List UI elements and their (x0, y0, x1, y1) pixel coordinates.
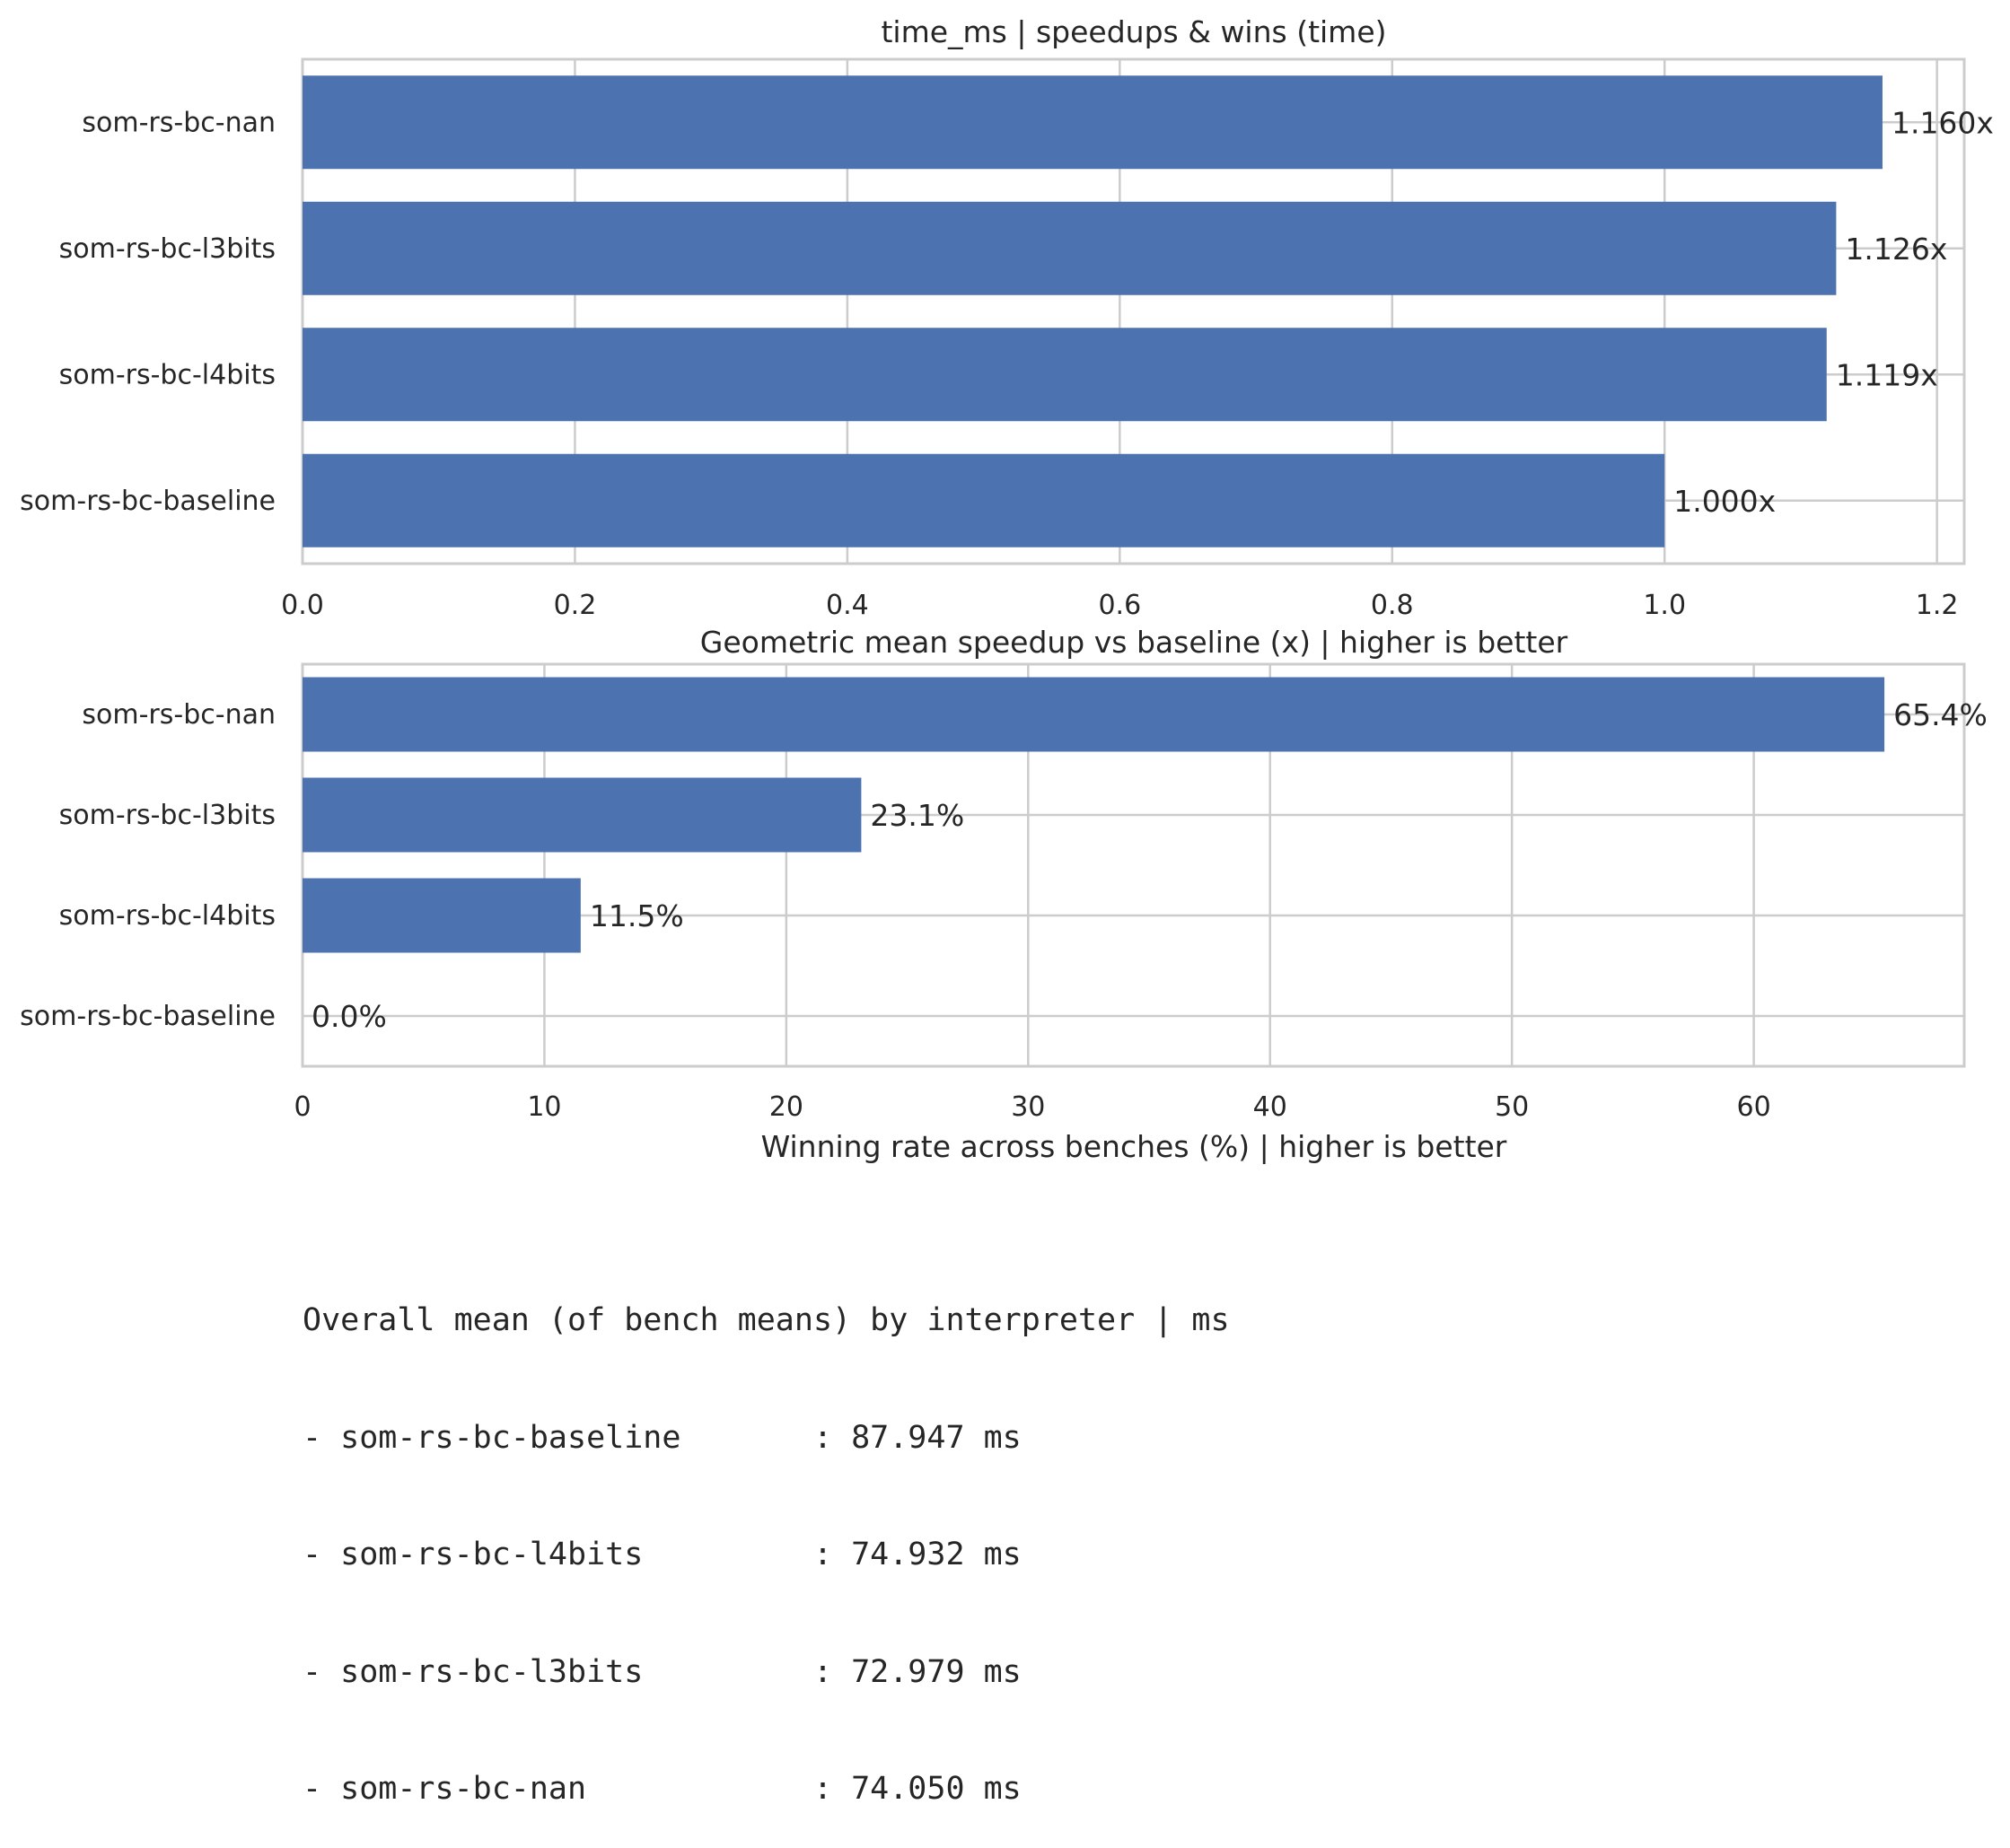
speedup-category-label: som-rs-bc-baseline (20, 486, 276, 517)
win-rate-data-label: 23.1% (870, 798, 964, 833)
speedup-xtick-label: 0.0 (281, 590, 324, 621)
speedup-chart-xlabel: Geometric mean speedup vs baseline (x) |… (700, 625, 1568, 660)
summary-line: - som-rs-bc-l4bits : 74.932 ms (303, 1537, 1022, 1572)
summary-line: - som-rs-bc-l3bits : 72.979 ms (303, 1653, 1022, 1690)
win-rate-category-label: som-rs-bc-baseline (20, 1001, 276, 1032)
speedup-xtick-label: 0.4 (826, 590, 869, 621)
win-rate-xtick-label: 50 (1495, 1091, 1529, 1123)
speedup-data-label: 1.000x (1673, 484, 1776, 519)
win-rate-chart-xlabel: Winning rate across benches (%) | higher… (761, 1129, 1507, 1164)
summary-line: - som-rs-bc-baseline : 87.947 ms (303, 1419, 1022, 1456)
speedup-bar (303, 75, 1883, 170)
speedup-data-label: 1.119x (1836, 357, 1938, 392)
win-rate-category-label: som-rs-bc-l4bits (59, 900, 276, 932)
speedup-chart-title: time_ms | speedups & wins (time) (881, 14, 1386, 49)
speedup-xtick-label: 1.0 (1643, 590, 1686, 621)
speedup-xtick-label: 0.6 (1098, 590, 1141, 621)
win-rate-xtick-label: 60 (1737, 1091, 1771, 1123)
speedup-xtick-label: 0.2 (554, 590, 597, 621)
win-rate-bar (303, 878, 581, 953)
win-rate-chart: som-rs-bc-nan som-rs-bc-l3bits som-rs-bc-l… (20, 662, 1988, 1164)
summary-line: Overall mean (of bench means) by interpr… (303, 1302, 1230, 1338)
win-rate-xtick-label: 20 (769, 1091, 803, 1123)
win-rate-data-label: 11.5% (590, 898, 684, 933)
speedup-chart: time_ms | speedups & wins (time) som-rs-… (20, 14, 1994, 660)
summary-line: - som-rs-bc-nan : 74.050 ms (303, 1771, 1022, 1807)
win-rate-xtick-label: 30 (1011, 1091, 1045, 1123)
speedup-category-label: som-rs-bc-nan (82, 107, 276, 138)
speedup-data-label: 1.160x (1892, 105, 1994, 140)
win-rate-category-label: som-rs-bc-nan (82, 699, 276, 731)
win-rate-xtick-label: 10 (527, 1091, 561, 1123)
speedup-bar (303, 201, 1837, 295)
figure: time_ms | speedups & wins (time) som-rs-… (20, 14, 1994, 1164)
win-rate-data-label: 65.4% (1893, 697, 1988, 732)
speedup-xtick-label: 1.2 (1916, 590, 1959, 621)
speedup-bar (303, 453, 1665, 547)
speedup-category-label: som-rs-bc-l3bits (59, 233, 276, 265)
win-rate-data-label: 0.0% (312, 999, 387, 1034)
win-rate-bar (303, 777, 862, 853)
speedup-xtick-label: 0.8 (1371, 590, 1414, 621)
win-rate-category-label: som-rs-bc-l3bits (59, 800, 276, 831)
summary-text: Overall mean (of bench means) by interpr… (303, 1223, 1230, 1848)
win-rate-xtick-label: 0 (294, 1091, 311, 1123)
win-rate-bar (303, 677, 1885, 752)
speedup-data-label: 1.126x (1845, 232, 1947, 267)
speedup-category-label: som-rs-bc-l4bits (59, 359, 276, 390)
win-rate-xtick-label: 40 (1253, 1091, 1287, 1123)
speedup-bar (303, 328, 1827, 422)
